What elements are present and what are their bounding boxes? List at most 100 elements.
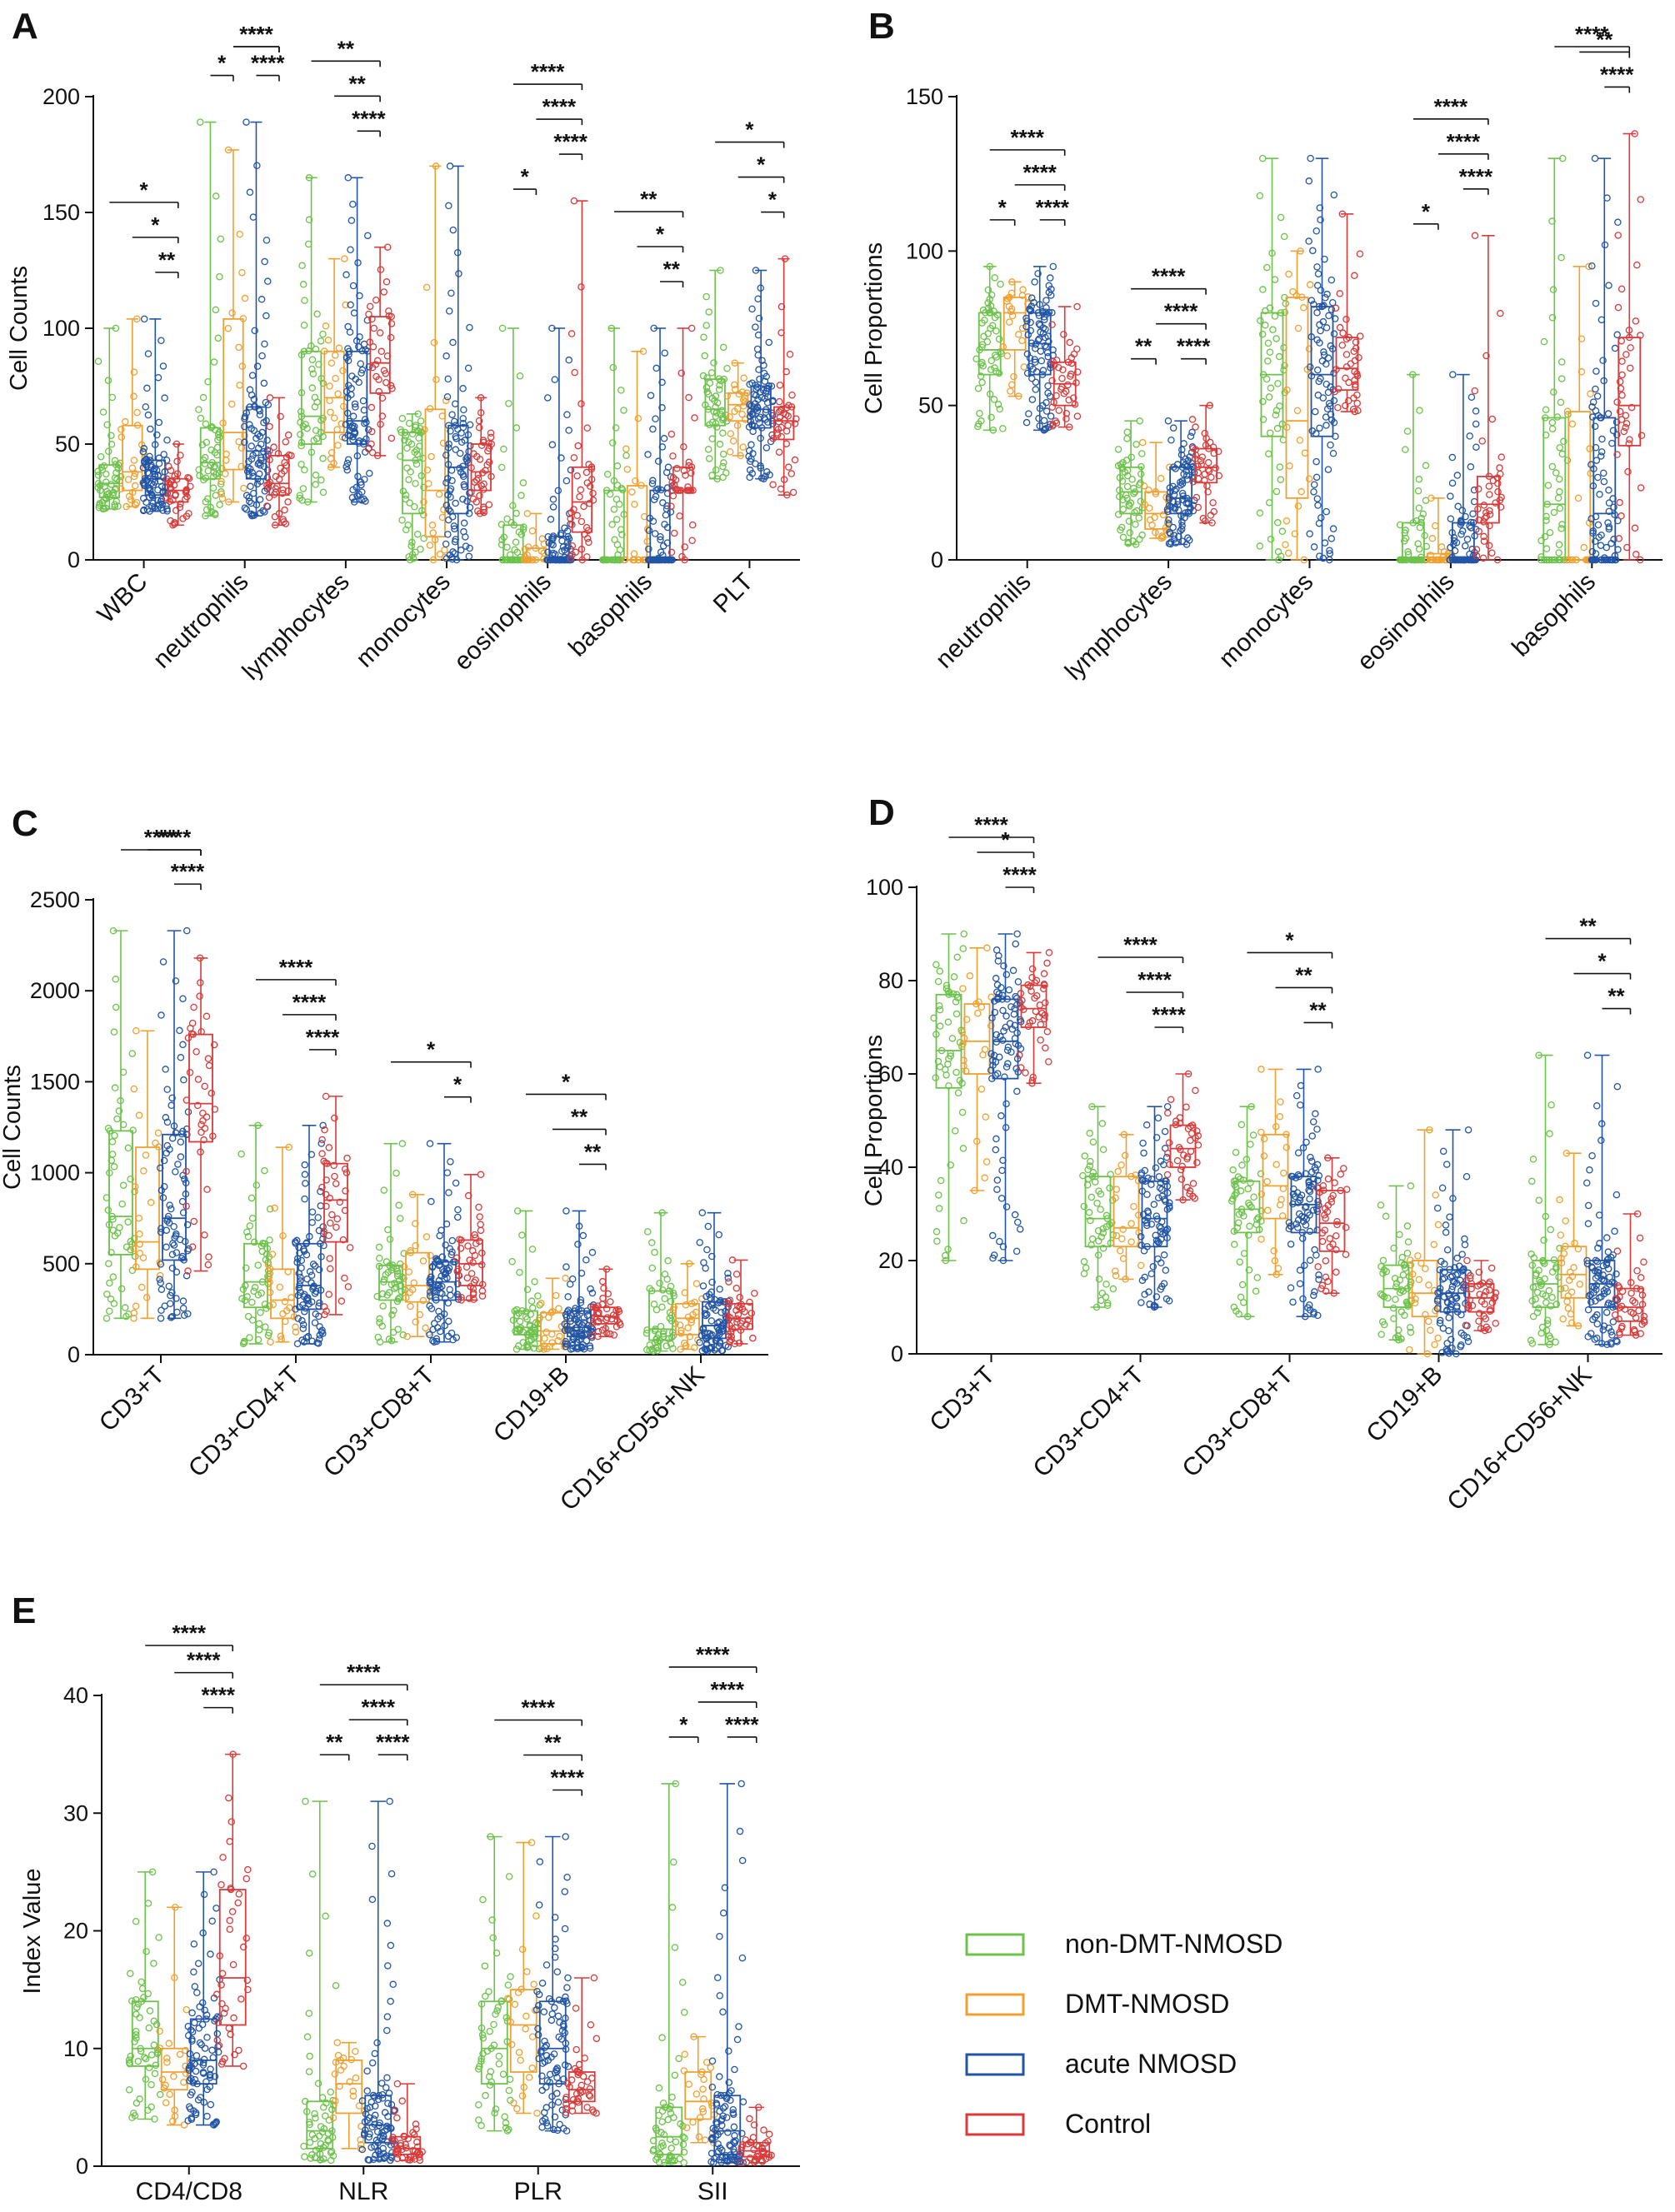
data-point xyxy=(388,320,396,327)
data-point xyxy=(618,531,626,538)
data-point xyxy=(702,401,709,409)
data-point xyxy=(1132,507,1141,515)
data-point xyxy=(1471,232,1479,240)
data-point xyxy=(544,532,552,541)
data-point xyxy=(460,481,468,489)
data-point xyxy=(451,550,458,557)
data-point xyxy=(1356,250,1364,257)
data-point xyxy=(528,1297,536,1305)
data-point xyxy=(1122,491,1130,499)
box-group-control xyxy=(1471,232,1505,564)
data-point xyxy=(305,174,313,182)
data-point xyxy=(563,411,571,418)
data-point xyxy=(729,437,738,445)
data-point xyxy=(630,550,638,557)
data-point xyxy=(128,1266,137,1275)
data-point xyxy=(661,1295,668,1302)
data-point xyxy=(778,302,786,311)
data-point xyxy=(769,397,777,405)
data-point xyxy=(246,1334,253,1341)
data-point xyxy=(1351,272,1358,280)
data-point xyxy=(154,1129,162,1137)
data-point xyxy=(1032,386,1040,393)
data-point xyxy=(462,1263,471,1271)
data-point xyxy=(163,436,171,444)
data-point xyxy=(1052,417,1059,425)
data-point xyxy=(1631,524,1639,532)
data-point xyxy=(447,1291,454,1299)
significance-label: ** xyxy=(158,247,176,272)
data-point xyxy=(1330,397,1338,405)
data-point xyxy=(1114,446,1122,453)
data-point xyxy=(328,359,336,367)
data-point xyxy=(459,495,467,503)
data-point xyxy=(246,403,253,411)
data-point xyxy=(731,386,739,393)
data-point xyxy=(298,442,305,450)
data-point xyxy=(298,412,306,420)
data-point xyxy=(1329,525,1338,532)
data-point xyxy=(1315,1271,1322,1279)
data-point xyxy=(1247,1141,1254,1148)
significance-label: **** xyxy=(1010,125,1044,150)
data-point xyxy=(1229,1166,1237,1174)
data-point xyxy=(298,389,306,397)
data-point xyxy=(763,468,771,476)
box-group-acute xyxy=(341,174,373,506)
data-point xyxy=(777,407,784,414)
data-point xyxy=(1182,1103,1190,1111)
data-point xyxy=(748,470,756,477)
data-point xyxy=(1277,213,1285,222)
data-point xyxy=(1123,435,1131,442)
data-point xyxy=(718,407,726,414)
data-point xyxy=(1553,413,1562,421)
data-point xyxy=(1266,429,1274,437)
data-point xyxy=(1246,1222,1253,1231)
data-point xyxy=(1137,470,1145,478)
data-point xyxy=(608,324,616,332)
data-point xyxy=(1020,363,1028,371)
data-point xyxy=(745,447,753,455)
data-point xyxy=(159,958,168,966)
data-point xyxy=(480,480,488,488)
data-point xyxy=(422,1233,431,1241)
data-point xyxy=(266,478,274,486)
data-point xyxy=(1043,959,1051,967)
data-point xyxy=(158,1011,165,1019)
data-point xyxy=(467,442,474,450)
data-point xyxy=(1194,503,1202,512)
data-point xyxy=(442,502,451,509)
data-point xyxy=(1004,295,1012,302)
data-point xyxy=(647,392,655,399)
data-point xyxy=(933,1237,941,1246)
data-point xyxy=(128,464,137,472)
data-point xyxy=(1431,522,1439,530)
box-group-non_dmt xyxy=(1079,1102,1118,1311)
data-point xyxy=(324,336,332,344)
data-point xyxy=(542,1328,550,1336)
data-point xyxy=(325,1144,333,1151)
data-point xyxy=(228,309,236,317)
data-point xyxy=(1555,541,1563,549)
data-point xyxy=(262,237,271,244)
data-point xyxy=(654,457,662,465)
data-point xyxy=(366,338,374,346)
data-point xyxy=(1322,507,1330,516)
data-point xyxy=(258,457,265,464)
data-point xyxy=(1244,1185,1252,1193)
data-point xyxy=(368,403,376,412)
data-point xyxy=(1542,406,1550,413)
data-point xyxy=(1045,949,1053,956)
data-point xyxy=(327,408,334,417)
data-point xyxy=(468,488,475,497)
data-point xyxy=(1016,1226,1024,1233)
data-point xyxy=(658,404,666,412)
box xyxy=(135,1146,160,1271)
data-point xyxy=(195,466,202,473)
data-point xyxy=(1137,1261,1145,1270)
data-point xyxy=(1274,519,1282,527)
data-point xyxy=(664,463,672,472)
data-point xyxy=(776,397,783,406)
data-point xyxy=(568,542,577,550)
data-point xyxy=(612,495,621,503)
